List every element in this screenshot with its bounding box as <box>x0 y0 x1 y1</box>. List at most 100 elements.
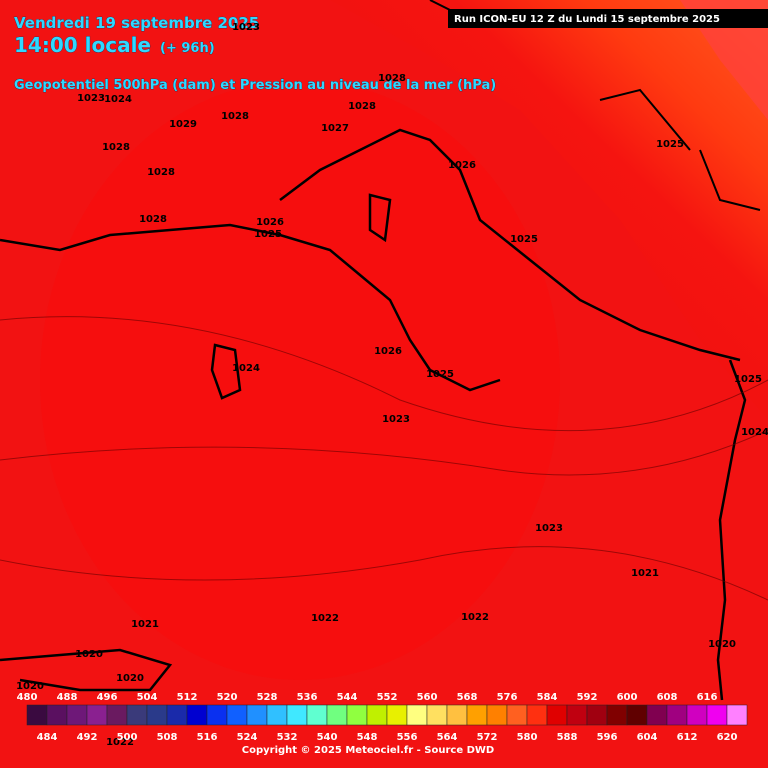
isobar-label: 1024 <box>232 363 260 374</box>
colorbar-label: 508 <box>157 732 178 743</box>
color-swatch <box>206 704 228 726</box>
high-geopotential-zone <box>330 0 768 420</box>
colorbar-label: 536 <box>297 692 318 703</box>
colorbar-label: 568 <box>457 692 478 703</box>
isobar-label: 1028 <box>348 101 376 112</box>
isobar-label: 1024 <box>741 427 768 438</box>
isobar-label: 1022 <box>311 613 339 624</box>
color-swatch <box>106 704 128 726</box>
isobar-label: 1026 <box>374 346 402 357</box>
island <box>210 343 242 400</box>
coastline <box>0 648 173 692</box>
isobar <box>0 429 768 476</box>
colorbar-label: 600 <box>617 692 638 703</box>
colorbar-label: 560 <box>417 692 438 703</box>
color-swatch <box>686 704 708 726</box>
isobars <box>0 316 768 601</box>
color-swatch <box>466 704 488 726</box>
colorbar-label: 528 <box>257 692 278 703</box>
isobar <box>0 546 768 601</box>
color-swatch <box>146 704 168 726</box>
isobar-label: 1028 <box>378 73 406 84</box>
colorbar-label: 576 <box>497 692 518 703</box>
color-swatch <box>706 704 728 726</box>
color-swatch <box>446 704 468 726</box>
colorbar-label: 616 <box>697 692 718 703</box>
colorbar-label: 484 <box>37 732 58 743</box>
isobar-label: 1022 <box>461 612 489 623</box>
color-swatch <box>626 704 648 726</box>
colorbar-label: 532 <box>277 732 298 743</box>
colorbar-label: 592 <box>577 692 598 703</box>
color-swatch <box>66 704 88 726</box>
copyright: Copyright © 2025 Meteociel.fr - Source D… <box>242 745 494 756</box>
colorbar-label: 520 <box>217 692 238 703</box>
isobar-label: 1020 <box>75 649 103 660</box>
color-swatch <box>586 704 608 726</box>
colorbar-label: 492 <box>77 732 98 743</box>
colorbar-label: 500 <box>117 732 138 743</box>
isobar-label: 1021 <box>631 568 659 579</box>
color-swatch <box>486 704 508 726</box>
coastline <box>0 223 501 392</box>
lead-time: (+ 96h) <box>160 41 215 56</box>
colorbar-label: 548 <box>357 732 378 743</box>
colorbar-label: 544 <box>337 692 358 703</box>
isobar-label: 1020 <box>708 639 736 650</box>
colorbar-label: 488 <box>57 692 78 703</box>
color-swatch <box>46 704 68 726</box>
color-swatch <box>186 704 208 726</box>
color-swatch <box>406 704 428 726</box>
isobar-label: 1020 <box>16 681 44 692</box>
isobar <box>0 316 768 432</box>
colorbar: 480 484 488 492 496 500 504 508 512 516 520 524 528 5… <box>17 692 748 743</box>
color-swatch <box>566 704 588 726</box>
colorbar-label: 584 <box>537 692 558 703</box>
isobar-label: 1026 <box>448 160 476 171</box>
coastline <box>279 128 741 362</box>
colorbar-label: 612 <box>677 732 698 743</box>
colorbar-label: 620 <box>717 732 738 743</box>
isobar-label: 1023 <box>77 93 105 104</box>
color-swatch <box>26 704 48 726</box>
color-swatch <box>166 704 188 726</box>
isobar-label: 1025 <box>734 374 762 385</box>
colorbar-label: 496 <box>97 692 118 703</box>
colorbar-label: 480 <box>17 692 38 703</box>
color-swatch <box>666 704 688 726</box>
colorbar-label: 580 <box>517 732 538 743</box>
color-swatch <box>286 704 308 726</box>
color-swatch <box>546 704 568 726</box>
isobar-label: 1028 <box>147 167 175 178</box>
colorbar-label: 572 <box>477 732 498 743</box>
isobar-label: 1025 <box>510 234 538 245</box>
colorbar-label: 564 <box>437 732 458 743</box>
color-swatch <box>386 704 408 726</box>
color-swatch <box>126 704 148 726</box>
color-swatch <box>246 704 268 726</box>
color-swatch <box>86 704 108 726</box>
isobar-label: 1028 <box>221 111 249 122</box>
isobar-label: 1025 <box>426 369 454 380</box>
isobar-label: 1028 <box>139 214 167 225</box>
isobar-label: 1026 <box>256 217 284 228</box>
isobar-label: 1024 <box>104 94 132 105</box>
colorbar-label: 540 <box>317 732 338 743</box>
run-box <box>448 9 768 28</box>
field-title: Geopotentiel 500hPa (dam) et Pression au… <box>14 78 496 93</box>
isobar-label: 1020 <box>116 673 144 684</box>
field-shade <box>40 80 560 680</box>
run-info: Run ICON-EU 12 Z du Lundi 15 septembre 2… <box>454 14 720 25</box>
isobar-label: 1023 <box>232 22 260 33</box>
color-swatch <box>346 704 368 726</box>
color-swatch <box>646 704 668 726</box>
isobar-label: 1021 <box>131 619 159 630</box>
isobar-label: 1025 <box>656 139 684 150</box>
color-swatch <box>326 704 348 726</box>
color-swatch <box>266 704 288 726</box>
isobar-label: 1028 <box>102 142 130 153</box>
colorbar-label: 556 <box>397 732 418 743</box>
color-swatch <box>426 704 448 726</box>
color-swatch <box>366 704 388 726</box>
